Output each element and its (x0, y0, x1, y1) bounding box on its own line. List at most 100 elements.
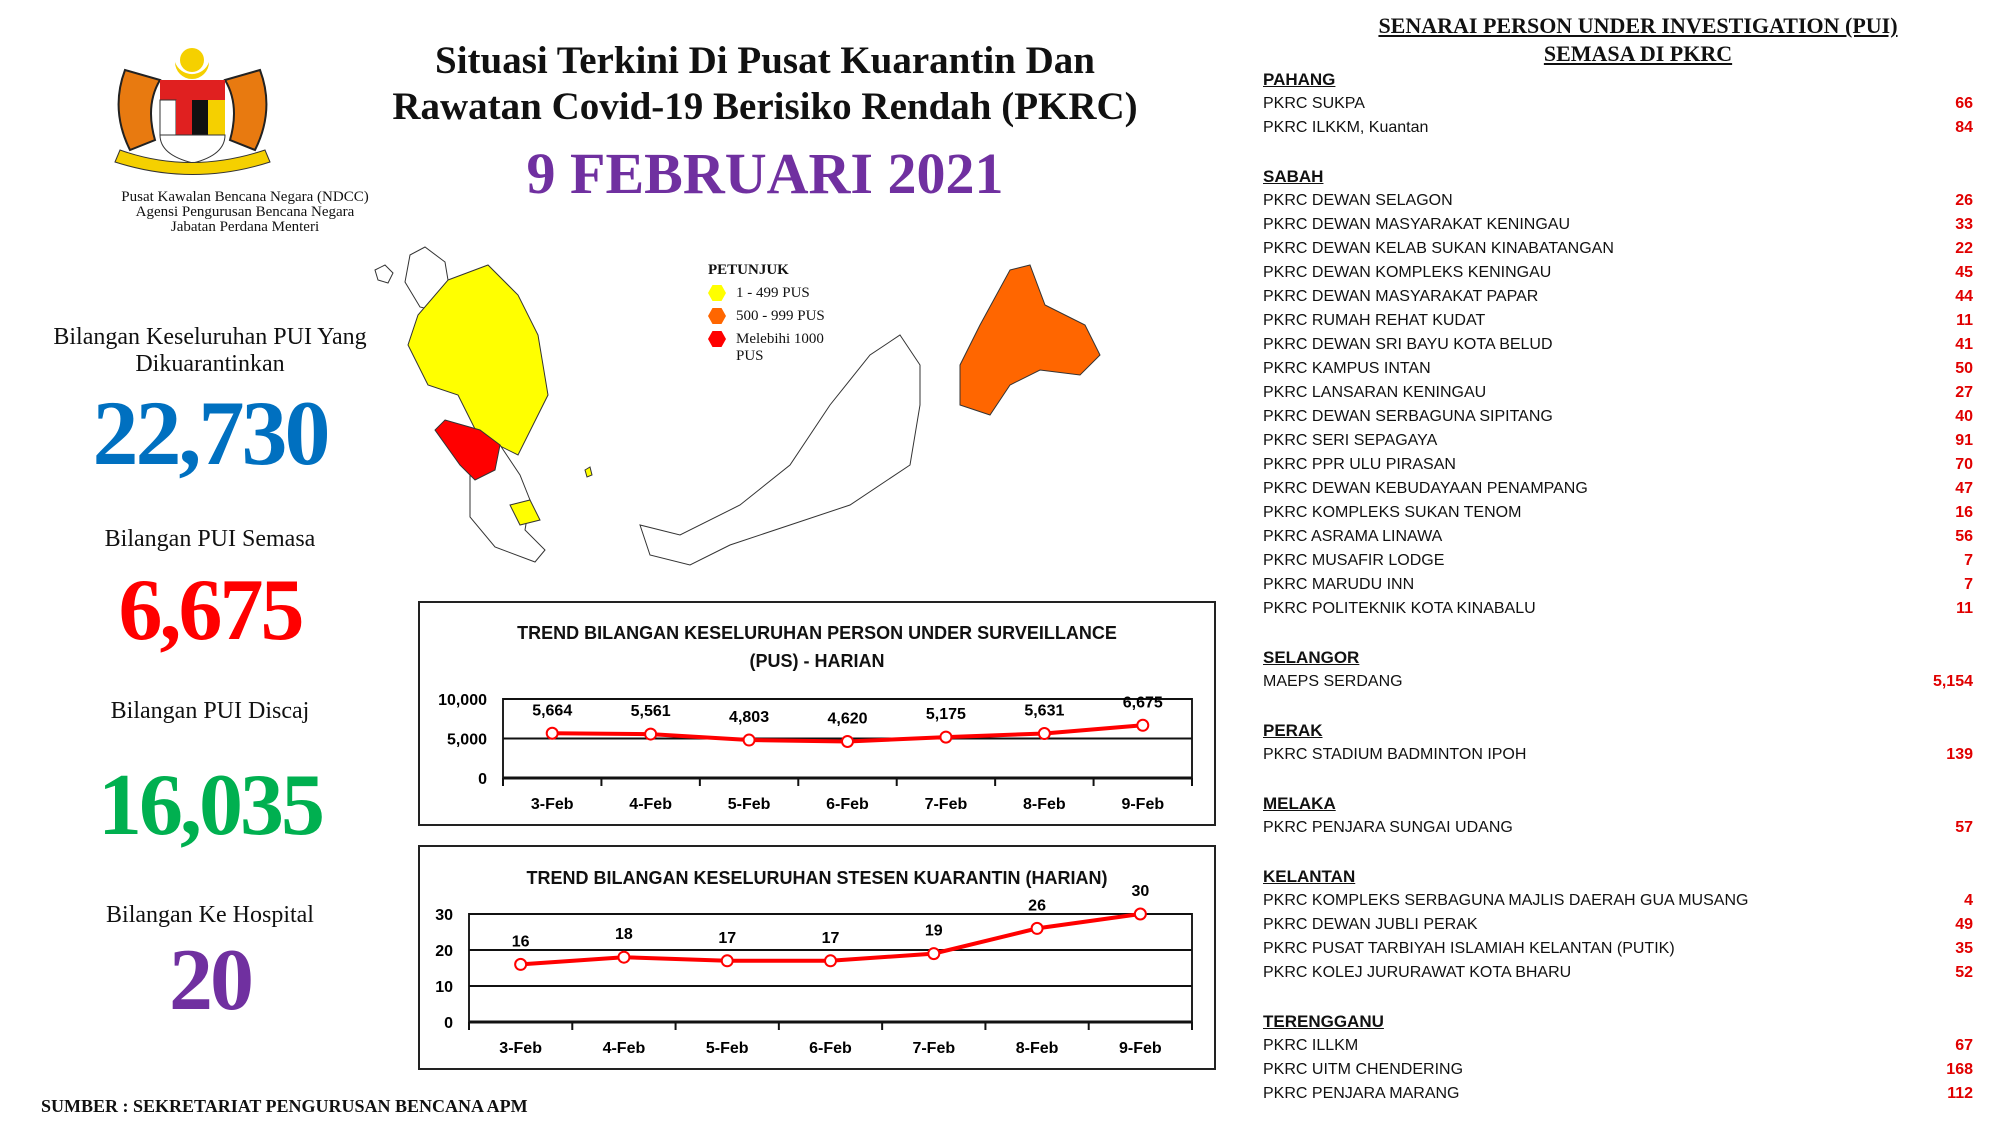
list-item: PKRC MUSAFIR LODGE 7 (1263, 549, 1973, 573)
pus-trend-chart: TREND BILANGAN KESELURUHAN PERSON UNDER … (418, 601, 1216, 826)
pui-count: 112 (1947, 1085, 1973, 1102)
data-label: 6,675 (1123, 694, 1163, 711)
data-label: 26 (1028, 897, 1046, 914)
pui-count: 7 (1964, 552, 1973, 569)
list-item: PKRC ASRAMA LINAWA 56 (1263, 525, 1973, 549)
discharged-pui-label: Bilangan PUI Discaj (110, 698, 310, 724)
pkrc-name: PKRC DEWAN JUBLI PERAK (1263, 916, 1478, 933)
data-label: 5,631 (1024, 703, 1064, 720)
list-title-line: SEMASA DI PKRC (1543, 41, 1733, 66)
legend-title: PETUNJUK (708, 262, 789, 278)
x-tick-label: 7-Feb (912, 1040, 955, 1057)
data-label: 5,561 (631, 703, 671, 720)
pkrc-name: PKRC KOMPLEKS SERBAGUNA MAJLIS DAERAH GU… (1263, 892, 1749, 909)
data-label: 17 (822, 930, 840, 947)
pui-count: 45 (1955, 264, 1973, 281)
map-region-melaka (509, 499, 541, 526)
pui-count: 27 (1955, 384, 1973, 401)
pkrc-name: PKRC ASRAMA LINAWA (1263, 528, 1443, 545)
malaysia-map (374, 246, 1101, 566)
legend-label: 500 - 999 PUS (736, 308, 825, 324)
list-item: PKRC KOMPLEKS SUKAN TENOM 16 (1263, 501, 1973, 525)
data-label: 5,175 (926, 706, 966, 723)
list-item: PKRC PENJARA MARANG 112 (1263, 1082, 1973, 1106)
hexagon-icon (708, 285, 726, 301)
data-point (824, 954, 837, 968)
list-item: PKRC PPR ULU PIRASAN 70 (1263, 453, 1973, 477)
total-pui-label: Bilangan Keseluruhan PUI Yang Dikuaranti… (53, 324, 367, 377)
list-item: PKRC RUMAH REHAT KUDAT 11 (1263, 309, 1973, 333)
hexagon-icon (708, 331, 726, 347)
y-tick-label: 10,000 (438, 692, 487, 709)
x-tick-label: 5-Feb (728, 796, 771, 813)
agency-line: Jabatan Perdana Menteri (170, 219, 320, 235)
map-region-sabah (959, 264, 1101, 416)
pkrc-name: PKRC DEWAN MASYARAKAT KENINGAU (1263, 216, 1571, 233)
pui-count: 4 (1964, 892, 1973, 909)
list-title: SENARAI PERSON UNDER INVESTIGATION (PUI)… (1303, 0, 1973, 68)
coat-of-arms-logo (114, 48, 271, 175)
data-point (742, 733, 756, 747)
list-item: PKRC DEWAN KELAB SUKAN KINABATANGAN 22 (1263, 237, 1973, 261)
pui-count: 41 (1955, 336, 1973, 353)
source-note: SUMBER : SEKRETARIAT PENGURUSAN BENCANA … (41, 1096, 528, 1116)
data-point (1136, 718, 1150, 732)
chart-title: TREND BILANGAN KESELURUHAN PERSON UNDER … (517, 623, 1117, 671)
data-label: 19 (925, 923, 943, 940)
list-item: PKRC DEWAN SRI BAYU KOTA BELUD 41 (1263, 333, 1973, 357)
list-item: PKRC PENJARA SUNGAI UDANG 57 (1263, 816, 1973, 840)
pkrc-name: PKRC KOLEJ JURURAWAT KOTA BHARU (1263, 964, 1572, 981)
pkrc-name: PKRC DEWAN KOMPLEKS KENINGAU (1263, 264, 1552, 281)
x-tick-label: 5-Feb (706, 1040, 749, 1057)
pui-count: 70 (1955, 456, 1973, 473)
state-header: KELANTAN (1263, 867, 1356, 886)
pui-count: 26 (1955, 192, 1973, 209)
data-label: 4,620 (827, 711, 867, 728)
y-tick-label: 20 (435, 943, 453, 960)
pui-count: 49 (1955, 916, 1973, 933)
pkrc-name: PKRC SUKPA (1263, 95, 1365, 112)
pkrc-name: PKRC POLITEKNIK KOTA KINABALU (1263, 600, 1536, 617)
pui-count: 7 (1964, 576, 1973, 593)
pkrc-name: PKRC ILLKM (1263, 1037, 1359, 1054)
pkrc-name: PKRC KOMPLEKS SUKAN TENOM (1263, 504, 1522, 521)
data-label: 30 (1131, 883, 1149, 900)
report-date: 9 FEBRUARI 2021 (526, 141, 1004, 206)
pkrc-name: PKRC STADIUM BADMINTON IPOH (1263, 746, 1527, 763)
x-tick-label: 6-Feb (809, 1040, 852, 1057)
data-point (720, 954, 734, 968)
pkrc-name: PKRC DEWAN SERBAGUNA SIPITANG (1263, 408, 1553, 425)
pui-count: 52 (1955, 964, 1973, 981)
pkrc-name: PKRC LANSARAN KENINGAU (1263, 384, 1487, 401)
x-tick-label: 8-Feb (1016, 1040, 1059, 1057)
state-header: SELANGOR (1263, 648, 1360, 667)
list-item: PKRC POLITEKNIK KOTA KINABALU 11 (1263, 597, 1973, 621)
list-item: PKRC UITM CHENDERING 168 (1263, 1058, 1973, 1082)
data-point (644, 727, 658, 741)
x-tick-label: 3-Feb (499, 1040, 542, 1057)
pkrc-name: PKRC PENJARA MARANG (1263, 1085, 1460, 1102)
data-label: 4,803 (729, 709, 769, 726)
title-line: Situasi Terkini Di Pusat Kuarantin Dan (435, 39, 1095, 82)
pui-count: 139 (1946, 746, 1973, 763)
pui-count: 56 (1955, 528, 1973, 545)
pui-count: 47 (1955, 480, 1973, 497)
list-item: PKRC DEWAN SELAGON 26 (1263, 189, 1973, 213)
data-label: 18 (615, 926, 633, 943)
map-legend: PETUNJUK 1 - 499 PUS 500 - 999 PUS Meleb… (708, 262, 846, 365)
map-region-selangor (434, 419, 501, 481)
map-island-langkawi (374, 264, 394, 284)
legend-item: Melebihi 1000 PUS (708, 331, 846, 365)
list-item: PKRC DEWAN MASYARAKAT KENINGAU 33 (1263, 213, 1973, 237)
pui-count: 11 (1956, 312, 1973, 329)
x-tick-label: 7-Feb (925, 796, 968, 813)
data-label: 17 (718, 930, 736, 947)
pui-count: 57 (1955, 819, 1973, 836)
pkrc-name: PKRC UITM CHENDERING (1263, 1061, 1464, 1078)
data-point (514, 957, 528, 971)
pkrc-name: PKRC PPR ULU PIRASAN (1263, 456, 1456, 473)
y-tick-label: 0 (478, 771, 487, 788)
pkrc-name: PKRC KAMPUS INTAN (1263, 360, 1431, 377)
data-point (1037, 727, 1051, 741)
list-item: PKRC STADIUM BADMINTON IPOH 139 (1263, 743, 1973, 767)
